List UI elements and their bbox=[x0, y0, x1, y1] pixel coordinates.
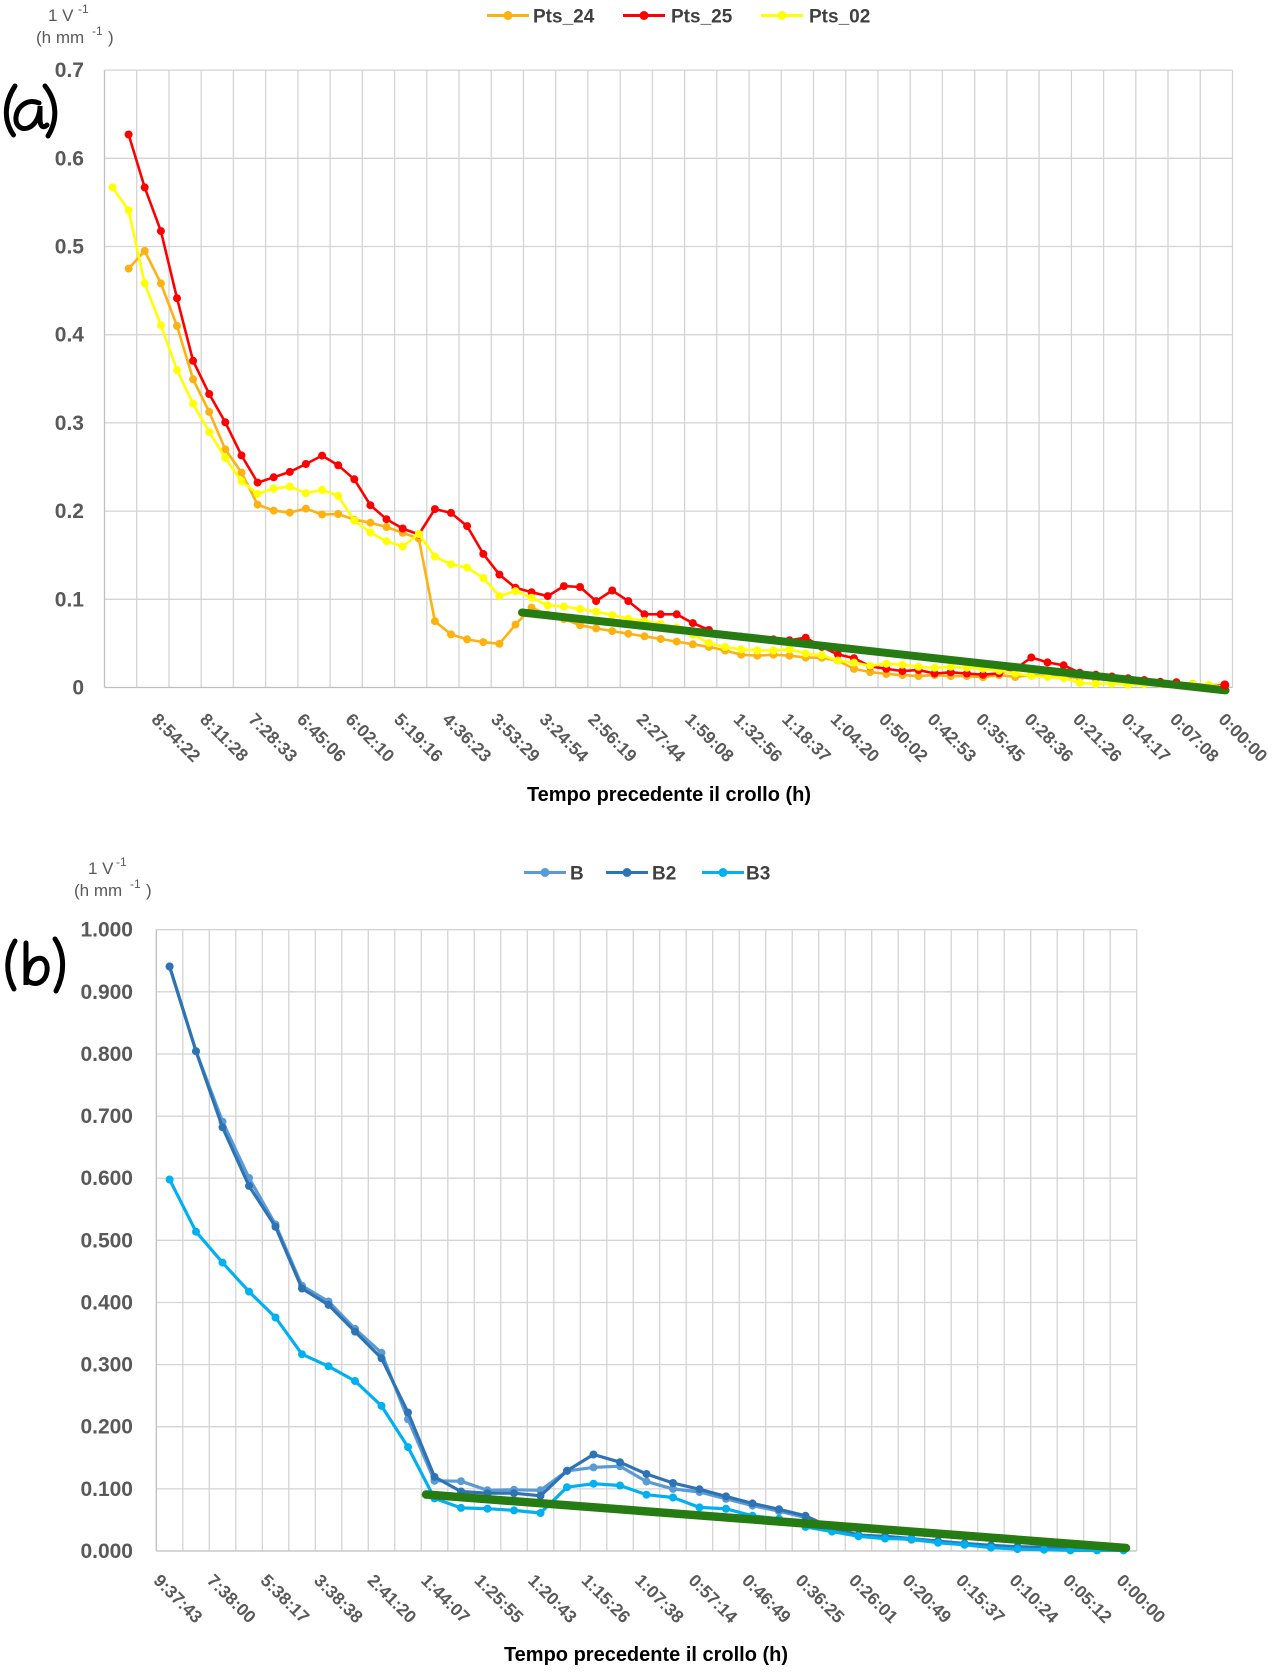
svg-text:): ) bbox=[108, 28, 114, 47]
svg-text:0.100: 0.100 bbox=[80, 1478, 133, 1501]
svg-text:1 V: 1 V bbox=[48, 6, 74, 25]
svg-text:0.600: 0.600 bbox=[80, 1167, 133, 1190]
svg-text:-1: -1 bbox=[92, 24, 103, 38]
svg-text:0.2: 0.2 bbox=[55, 500, 84, 523]
svg-text:0.700: 0.700 bbox=[80, 1105, 133, 1128]
svg-text:1.000: 1.000 bbox=[80, 919, 133, 942]
svg-text:Pts_25: Pts_25 bbox=[671, 7, 733, 28]
svg-text:0.800: 0.800 bbox=[80, 1043, 133, 1066]
svg-text:B: B bbox=[570, 864, 584, 885]
svg-text:(h mm: (h mm bbox=[74, 881, 122, 900]
svg-text:Pts_24: Pts_24 bbox=[533, 7, 595, 28]
svg-text:-1: -1 bbox=[130, 877, 141, 891]
svg-text:Tempo precedente il crollo (h): Tempo precedente il crollo (h) bbox=[504, 1644, 788, 1666]
svg-text:0.4: 0.4 bbox=[55, 324, 85, 347]
svg-text:-1: -1 bbox=[78, 2, 89, 16]
svg-text:-1: -1 bbox=[116, 855, 127, 869]
svg-text:Tempo precedente il crollo (h): Tempo precedente il crollo (h) bbox=[527, 784, 811, 806]
svg-text:0.300: 0.300 bbox=[80, 1354, 133, 1377]
svg-text:0.6: 0.6 bbox=[55, 147, 84, 170]
svg-text:0.900: 0.900 bbox=[80, 981, 133, 1004]
svg-text:0.200: 0.200 bbox=[80, 1416, 133, 1439]
svg-text:0.5: 0.5 bbox=[55, 236, 85, 259]
svg-text:B3: B3 bbox=[746, 864, 770, 885]
svg-text:0.000: 0.000 bbox=[80, 1540, 133, 1563]
svg-text:0: 0 bbox=[72, 677, 84, 700]
svg-text:B2: B2 bbox=[652, 864, 676, 885]
svg-text:0.500: 0.500 bbox=[80, 1229, 133, 1252]
svg-text:0.3: 0.3 bbox=[55, 412, 84, 435]
svg-text:0.7: 0.7 bbox=[55, 59, 84, 82]
svg-text:0.400: 0.400 bbox=[80, 1292, 133, 1315]
svg-text:(h mm: (h mm bbox=[36, 28, 84, 47]
svg-text:0.1: 0.1 bbox=[55, 588, 85, 611]
svg-text:1 V: 1 V bbox=[88, 859, 114, 878]
svg-text:Pts_02: Pts_02 bbox=[809, 7, 870, 28]
svg-text:): ) bbox=[146, 881, 152, 900]
